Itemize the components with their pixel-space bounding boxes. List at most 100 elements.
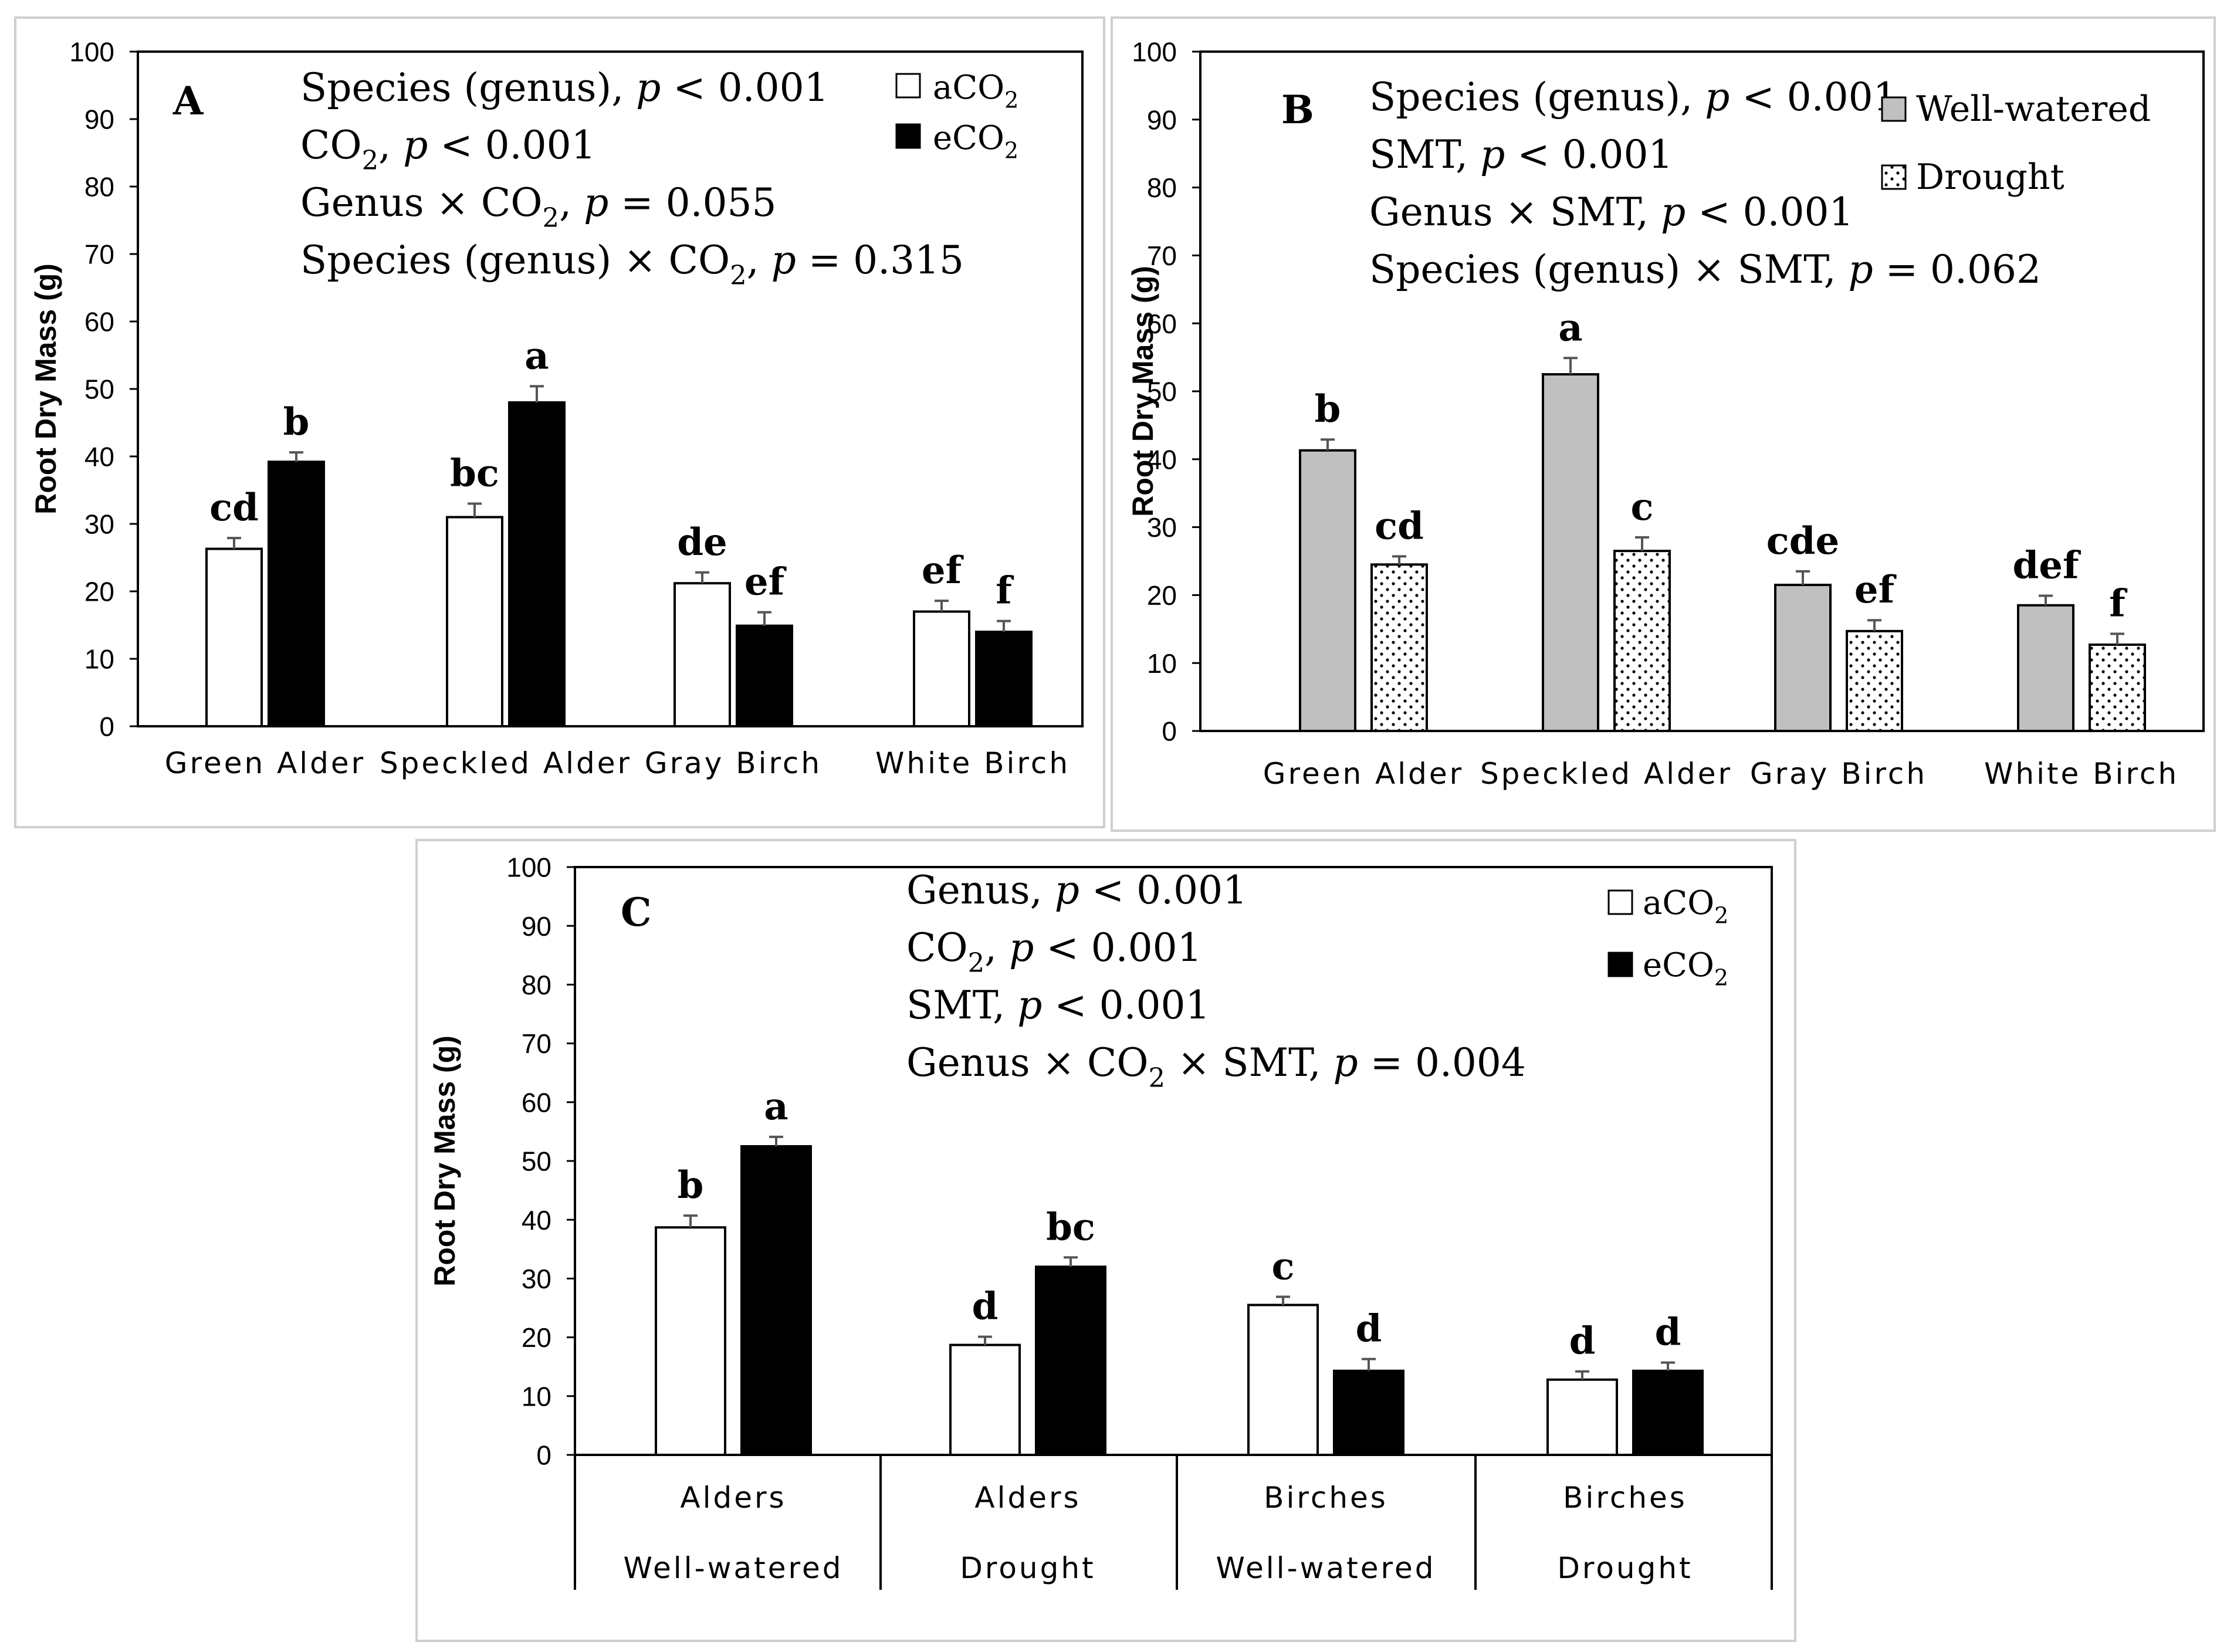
stats-line: CO2​, p < 0.001 [300,123,596,175]
subcategory-label: Well-watered [624,1551,844,1585]
stats-line: Species (genus) × CO2​, p = 0.315 [300,238,964,290]
y-tick-label: 70 [84,239,114,270]
significance-letter: f [2109,581,2127,625]
bar-B-2-1 [1846,629,1903,733]
category-label: Speckled Alder [1480,757,1732,791]
significance-letter: b [1315,387,1341,431]
y-tick-label: 50 [84,374,114,405]
bar-B-1-0 [1542,373,1599,732]
bar-A-1-0 [446,516,503,727]
legend-label: Well-watered [1916,89,2151,130]
significance-letter: f [996,569,1014,613]
bar-A-3-0 [913,610,970,727]
y-tick-label: 80 [1147,172,1177,203]
legend-swatch [1881,164,1907,190]
category-label: Gray Birch [1750,757,1927,791]
category-label: Alders [974,1481,1081,1515]
category-label: Green Alder [165,746,365,780]
panel-C: 0 10 20 30 40 50 60 70 80 90 100 Root Dry Mass (g) b… [415,839,1796,1642]
category-label: Birches [1563,1481,1687,1515]
stats-line: Genus, p < 0.001 [906,868,1247,913]
y-tick-label: 30 [1147,512,1177,543]
y-tick-label: 90 [84,104,114,135]
significance-letter: ef [922,549,964,593]
significance-letter: d [1356,1307,1382,1351]
stats-line: SMT, p < 0.001 [906,983,1210,1028]
panel-frame [415,839,1796,1642]
y-tick-label: 100 [1132,37,1177,67]
stats-line: SMT, p < 0.001 [1369,132,1673,177]
y-tick-label: 90 [522,911,551,942]
legend-swatch [895,73,921,99]
panel-frame [14,16,1105,828]
stats-line: Species (genus) × SMT, p = 0.062 [1369,247,2041,292]
y-tick-label: 30 [522,1264,551,1294]
panel-B: 0 10 20 30 40 50 60 70 80 90 100 Root Dry Mass (g) b… [1111,16,2216,832]
bar-C-1-1 [1035,1265,1106,1457]
category-label: Green Alder [1263,757,1464,791]
y-tick-label: 70 [1147,241,1177,271]
significance-letter: d [1655,1311,1681,1355]
legend-label: Drought [1916,157,2064,198]
significance-letter: bc [450,452,499,496]
y-tick-label: 100 [506,852,551,883]
bar-B-3-0 [2017,604,2074,733]
bar-A-3-1 [975,631,1033,727]
legend-label: aCO2​ [1643,884,1728,929]
bar-B-0-1 [1370,563,1428,732]
significance-letter: b [283,400,310,444]
stats-line: Species (genus), p < 0.001 [300,65,829,110]
legend-swatch [1607,952,1633,977]
bar-B-2-0 [1774,584,1832,733]
y-tick-label: 40 [522,1205,551,1235]
bar-C-2-1 [1333,1369,1404,1457]
y-tick-label: 0 [536,1440,551,1471]
bar-C-3-0 [1546,1378,1618,1456]
panel-frame [1111,16,2216,832]
bar-C-3-1 [1632,1369,1704,1457]
significance-letter: c [1631,485,1654,529]
panel-letter: B [1281,87,1314,133]
legend-label: eCO2​ [933,119,1018,164]
significance-letter: d [972,1285,999,1329]
y-tick-label: 50 [1147,377,1177,407]
stats-line: Genus × CO2​, p = 0.055 [300,180,777,233]
bar-C-0-1 [740,1145,812,1456]
y-tick-label: 10 [84,644,114,675]
y-tick-label: 0 [1162,716,1177,747]
legend-swatch [895,123,921,149]
significance-letter: def [2013,544,2081,588]
y-tick-label: 10 [522,1381,551,1411]
stats-line: Species (genus), p < 0.001 [1369,75,1898,120]
y-tick-label: 60 [522,1087,551,1118]
bar-A-2-0 [673,582,731,728]
significance-letter: cde [1766,519,1839,563]
y-tick-label: 60 [1147,309,1177,339]
y-axis-label: Root Dry Mass (g) [1126,266,1159,517]
subcategory-label: Drought [960,1551,1095,1585]
significance-letter: a [1558,306,1582,350]
y-tick-label: 100 [69,37,114,67]
significance-letter: a [764,1085,788,1129]
significance-letter: de [677,520,727,564]
bar-A-1-1 [508,401,566,727]
category-label: White Birch [875,746,1070,780]
y-axis-label: Root Dry Mass (g) [428,1035,461,1287]
y-tick-label: 40 [84,442,114,472]
y-tick-label: 20 [84,577,114,607]
significance-letter: bc [1046,1205,1095,1249]
legend-label: eCO2​ [1643,946,1728,991]
y-axis-label: Root Dry Mass (g) [29,263,62,514]
y-tick-label: 20 [522,1322,551,1353]
significance-letter: a [524,334,549,378]
y-tick-label: 80 [522,970,551,1000]
y-tick-label: 10 [1147,648,1177,679]
y-tick-label: 60 [84,307,114,337]
category-label: Gray Birch [645,746,822,780]
y-tick-label: 40 [1147,444,1177,475]
significance-letter: cd [1375,504,1424,548]
legend-label: aCO2​ [933,69,1018,113]
category-label: Speckled Alder [380,746,632,780]
panel-letter: A [172,78,204,124]
